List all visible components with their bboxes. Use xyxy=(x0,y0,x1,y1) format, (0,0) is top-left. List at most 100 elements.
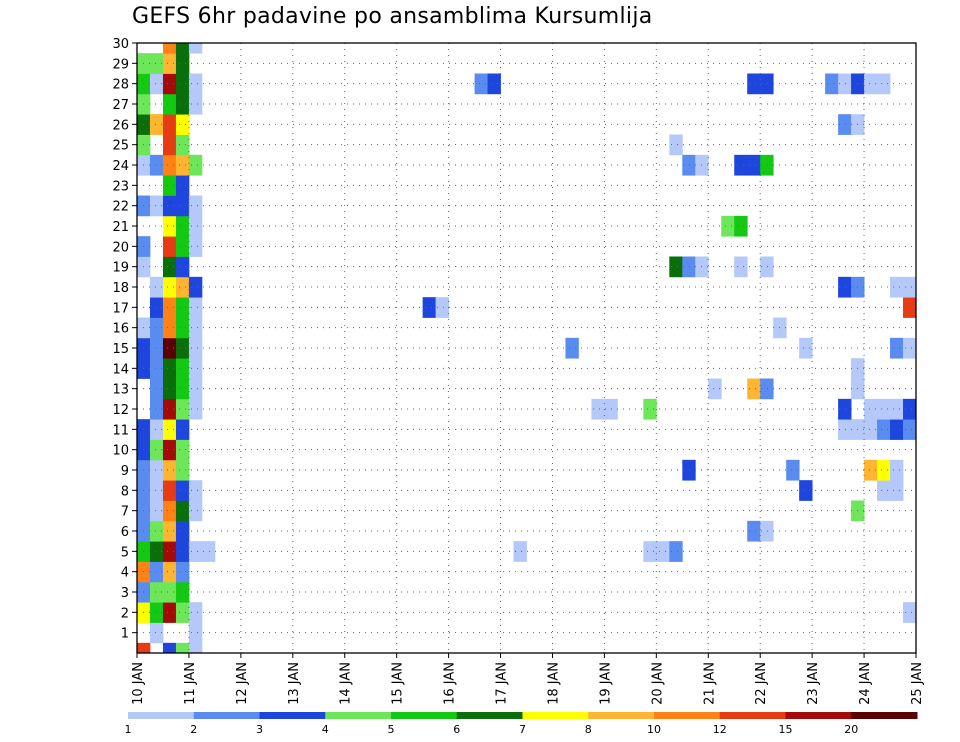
heatmap-cell xyxy=(162,43,177,54)
x-tick-label: 11 JAN xyxy=(183,662,198,705)
heatmap-cell xyxy=(175,439,190,461)
heatmap-cell xyxy=(162,276,177,298)
heatmap-cell xyxy=(175,43,190,54)
heatmap-cell xyxy=(890,459,904,481)
heatmap-cell xyxy=(890,419,904,440)
y-tick-label: 14 xyxy=(112,362,129,377)
y-axis: 1234567891011121314151617181920212223242… xyxy=(112,37,137,642)
heatmap-cell xyxy=(903,276,917,298)
heatmap-cell xyxy=(188,93,203,115)
y-tick-label: 13 xyxy=(112,383,129,398)
heatmap-cell xyxy=(903,602,917,623)
heatmap-cell xyxy=(175,419,190,440)
y-tick-label: 11 xyxy=(112,423,129,438)
heatmap-cell xyxy=(162,53,177,74)
heatmap-cell xyxy=(747,154,761,176)
heatmap-cell xyxy=(149,358,164,379)
heatmap-cell xyxy=(188,215,203,237)
heatmap-cell xyxy=(175,236,190,257)
heatmap-cell xyxy=(188,154,203,176)
heatmap-cell xyxy=(137,642,151,654)
heatmap-cell xyxy=(188,43,203,54)
colorbar-label: 4 xyxy=(322,723,329,736)
x-tick-label: 10 JAN xyxy=(131,662,146,705)
colorbar-swatch xyxy=(391,712,458,719)
x-tick-label: 12 JAN xyxy=(235,662,250,705)
heatmap-cell xyxy=(903,337,917,359)
colorbar: 1 2 3 4 5 6 7 8 10 12 15 20 xyxy=(125,712,918,736)
heatmap-cell xyxy=(188,337,203,359)
heatmap-cell xyxy=(188,73,203,95)
heatmap-cell xyxy=(760,520,774,542)
heatmap-cell xyxy=(175,256,190,278)
heatmap-cell xyxy=(162,114,177,135)
y-tick-label: 7 xyxy=(121,505,129,520)
heatmap-cell xyxy=(149,276,164,298)
heatmap-cell xyxy=(877,398,891,420)
colorbar-swatch xyxy=(325,712,392,719)
x-axis: 10 JAN 11 JAN 12 JAN 13 JAN 14 JAN 15 JAN 16 J… xyxy=(131,653,925,705)
heatmap-cell xyxy=(188,642,203,654)
colorbar-swatch xyxy=(193,712,260,719)
heatmap-cell xyxy=(149,520,164,542)
heatmap-cell xyxy=(175,297,190,318)
y-tick-label: 25 xyxy=(112,139,129,154)
heatmap-cell xyxy=(682,459,696,481)
heatmap-cell xyxy=(149,541,164,562)
y-tick-label: 30 xyxy=(112,37,129,52)
heatmap-cell xyxy=(175,195,190,217)
heatmap-cell xyxy=(747,520,761,542)
colorbar-swatch xyxy=(522,712,589,719)
heatmap-cell xyxy=(162,215,177,237)
colorbar-label: 1 xyxy=(125,723,132,736)
heatmap-cell xyxy=(162,175,177,196)
heatmap-cell xyxy=(734,256,748,278)
y-tick-label: 27 xyxy=(112,98,129,113)
heatmap-cell xyxy=(643,541,657,562)
heatmap-cell xyxy=(838,73,852,95)
colorbar-swatch xyxy=(719,712,786,719)
heatmap-cell xyxy=(175,114,190,135)
heatmap-cell xyxy=(591,398,605,420)
x-tick-label: 15 JAN xyxy=(391,662,406,705)
y-tick-label: 15 xyxy=(112,342,129,357)
heatmap-cell xyxy=(786,459,800,481)
heatmap-cell xyxy=(149,114,164,135)
heatmap-cell xyxy=(682,154,696,176)
colorbar-label: 3 xyxy=(256,723,263,736)
heatmap-cell xyxy=(162,520,177,542)
y-tick-label: 8 xyxy=(121,484,129,499)
heatmap-cell xyxy=(149,419,164,440)
y-tick-label: 18 xyxy=(112,281,129,296)
heatmap-cell xyxy=(890,480,904,501)
colorbar-label: 2 xyxy=(190,723,197,736)
heatmap-cell xyxy=(162,154,177,176)
heatmap-cell xyxy=(188,317,203,339)
heatmap-cell xyxy=(188,541,203,562)
heatmap-cell xyxy=(175,602,190,623)
heatmap-cell xyxy=(721,215,735,237)
x-tick-label: 13 JAN xyxy=(287,662,302,705)
colorbar-label: 5 xyxy=(388,723,395,736)
x-tick-label: 24 JAN xyxy=(858,662,873,705)
colorbar-label: 7 xyxy=(519,723,526,736)
heatmap-cell xyxy=(188,398,203,420)
heatmap-cell xyxy=(825,73,839,95)
heatmap-cell xyxy=(175,134,190,156)
heatmap-cell xyxy=(149,297,164,318)
x-tick-label: 14 JAN xyxy=(339,662,354,705)
heatmap-cell xyxy=(175,581,190,603)
colorbar-swatch xyxy=(785,712,852,719)
heatmap-cell xyxy=(149,480,164,501)
heatmap-cell xyxy=(149,602,164,623)
heatmap-cell xyxy=(162,500,177,522)
heatmap-cell xyxy=(903,419,917,440)
heatmap-cell xyxy=(175,480,190,501)
x-tick-label: 23 JAN xyxy=(806,662,821,705)
heatmap-cell xyxy=(838,419,852,440)
x-tick-label: 21 JAN xyxy=(702,662,717,705)
x-tick-label: 18 JAN xyxy=(546,662,561,705)
heatmap-cell xyxy=(149,561,164,583)
heatmap-cell xyxy=(175,337,190,359)
heatmap-cell xyxy=(513,541,527,562)
